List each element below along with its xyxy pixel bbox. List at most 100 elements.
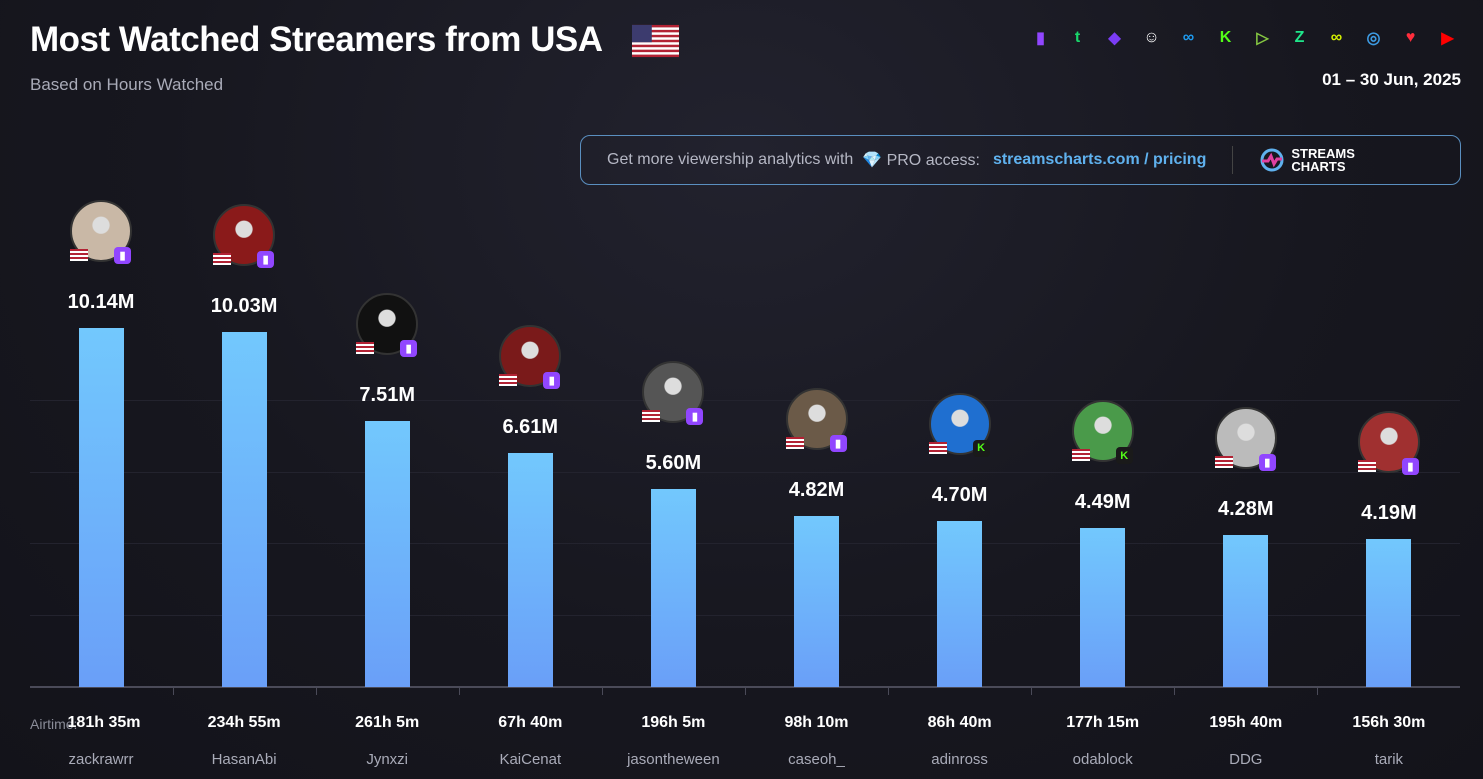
axis-tick (1031, 688, 1033, 695)
streamer-name: zackrawrr (68, 751, 134, 768)
flag-icon (356, 342, 375, 355)
twitch-icon: ▮ (114, 247, 131, 265)
bar (1223, 535, 1269, 687)
trovo-icon[interactable]: t (1074, 28, 1081, 46)
kick-icon[interactable]: K (1219, 28, 1232, 46)
airtime-value: 98h 10m (784, 714, 849, 731)
airtime-value: 181h 35m (67, 714, 141, 731)
gridline (30, 543, 1460, 544)
streamscharts-logo-icon (1260, 148, 1284, 172)
axis-tick (172, 688, 174, 695)
infinity-icon[interactable]: ∞ (1182, 28, 1195, 46)
twitch-icon: ▮ (400, 340, 418, 358)
loop-icon[interactable]: ∞ (1330, 28, 1343, 46)
flag-icon (499, 374, 518, 386)
flag-icon (1357, 459, 1376, 472)
bigo-icon[interactable]: ☺ (1143, 28, 1160, 46)
airtime-value: 67h 40m (498, 714, 563, 731)
date-range: 01 – 30 Jun, 2025 (1322, 70, 1461, 89)
usa-flag-icon (632, 24, 679, 58)
youtube-icon[interactable]: ▶ (1441, 29, 1454, 47)
axis-tick (1174, 688, 1176, 695)
airtime-value: 196h 5m (641, 714, 706, 731)
flag-icon (1071, 449, 1090, 462)
value-label: 5.60M (645, 451, 702, 474)
promo-text: Get more viewership analytics with (607, 151, 854, 168)
axis-tick (744, 688, 746, 695)
promo-banner: Get more viewership analytics with 💎 PRO… (580, 135, 1461, 185)
bar (794, 516, 839, 687)
twitch-icon: ▮ (543, 372, 561, 389)
airtime-label: Airtime: (30, 716, 78, 732)
kick-icon: K (972, 439, 990, 457)
bar (650, 488, 696, 687)
heart-icon[interactable]: ♥ (1405, 28, 1416, 46)
rumble-icon[interactable]: ▷ (1256, 29, 1269, 47)
axis-tick (888, 688, 890, 695)
flag-icon (928, 441, 947, 454)
value-label: 4.19M (1361, 501, 1417, 524)
twitch-icon: ▮ (1401, 457, 1419, 475)
streamer-name: caseoh_ (788, 751, 845, 768)
gridline (30, 400, 1460, 401)
kick-icon: K (1115, 447, 1133, 465)
flag-icon (785, 437, 804, 450)
airtime-value: 195h 40m (1209, 714, 1283, 731)
streamer-name: DDG (1229, 751, 1263, 768)
value-label: 10.14M (67, 291, 135, 314)
bar (937, 520, 983, 687)
airtime-value: 234h 55m (207, 714, 281, 731)
value-label: 4.49M (1074, 491, 1131, 514)
value-label: 10.03M (210, 294, 278, 317)
bar (221, 331, 267, 687)
streamscharts-logo[interactable]: STREAMS CHARTS (1259, 147, 1355, 173)
twitch-icon: ▮ (829, 435, 847, 453)
zhanqi-icon[interactable]: Z (1294, 28, 1305, 46)
promo-pro: 💎 PRO access: (862, 152, 980, 169)
twitch-icon: ▮ (1258, 454, 1276, 472)
logo-line1: STREAMS (1291, 146, 1355, 161)
pricing-link[interactable]: streamscharts.com / pricing (992, 151, 1207, 168)
value-label: 7.51M (359, 384, 415, 407)
airtime-value: 261h 5m (355, 714, 420, 731)
axis-tick (1317, 688, 1319, 695)
bar (78, 328, 124, 687)
streamer-name: HasanAbi (211, 751, 277, 768)
gridline (30, 615, 1460, 616)
bar (1366, 538, 1412, 687)
twitch-icon: ▮ (257, 250, 275, 268)
streamer-name: jasontheween (627, 751, 720, 768)
bar (364, 421, 410, 687)
streamer-name: odablock (1072, 751, 1133, 768)
airtime-value: 156h 30m (1352, 714, 1426, 731)
value-label: 4.82M (788, 479, 845, 502)
flag-icon (213, 252, 232, 265)
bar (1080, 528, 1126, 687)
logo-line2: CHARTS (1291, 159, 1346, 174)
axis-tick (601, 688, 603, 695)
divider (1232, 146, 1234, 174)
subtitle: Based on Hours Watched (30, 75, 224, 94)
streamer-name: KaiCenat (499, 751, 562, 768)
vk-play-icon[interactable]: ◆ (1108, 29, 1121, 47)
airtime-value: 86h 40m (927, 714, 992, 731)
value-label: 4.28M (1218, 498, 1274, 521)
flag-icon (70, 249, 88, 262)
bar (507, 453, 553, 687)
gridline (30, 472, 1460, 473)
value-label: 4.70M (931, 483, 988, 506)
flag-icon (1214, 456, 1233, 469)
airtime-value: 177h 15m (1066, 714, 1140, 731)
steam-icon[interactable]: ◎ (1366, 29, 1381, 47)
value-label: 6.61M (502, 416, 559, 438)
streamer-name: adinross (931, 751, 988, 768)
flag-icon (642, 409, 661, 422)
platform-icons: ▮ t ◆ ☺ ∞ K ▷ Z ∞ ◎ ♥ ▶ (1027, 24, 1461, 51)
streamer-name: tarik (1374, 751, 1404, 768)
x-axis (30, 686, 1460, 688)
page-title: Most Watched Streamers from USA (30, 20, 603, 59)
axis-tick (315, 688, 317, 695)
twitch-icon[interactable]: ▮ (1036, 29, 1045, 47)
streamer-name: Jynxzi (366, 751, 409, 768)
twitch-icon: ▮ (686, 407, 704, 425)
